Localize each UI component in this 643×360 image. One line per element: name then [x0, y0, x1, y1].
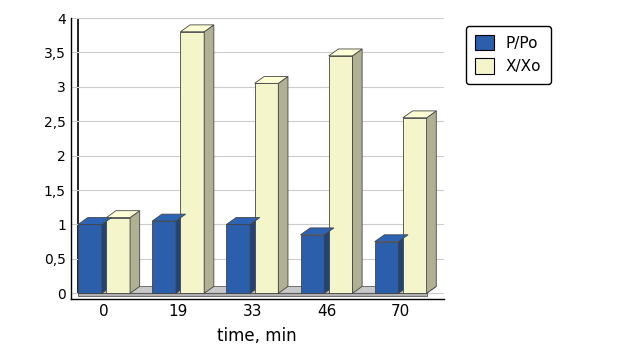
Polygon shape [226, 217, 260, 225]
Polygon shape [181, 32, 204, 293]
Polygon shape [78, 217, 111, 225]
Polygon shape [226, 225, 250, 293]
Polygon shape [329, 56, 352, 293]
Polygon shape [78, 225, 102, 293]
Polygon shape [102, 217, 111, 293]
Polygon shape [278, 77, 288, 293]
Polygon shape [106, 217, 130, 293]
Polygon shape [375, 235, 408, 242]
Polygon shape [250, 217, 260, 293]
X-axis label: time, min: time, min [217, 327, 297, 345]
Polygon shape [130, 211, 140, 293]
Polygon shape [352, 49, 362, 293]
Polygon shape [329, 49, 362, 56]
Polygon shape [204, 25, 214, 293]
Polygon shape [152, 214, 186, 221]
Polygon shape [78, 287, 436, 293]
Polygon shape [375, 242, 399, 293]
Polygon shape [403, 111, 436, 118]
Polygon shape [78, 293, 426, 296]
Polygon shape [426, 111, 436, 293]
Polygon shape [255, 77, 288, 84]
Polygon shape [300, 235, 324, 293]
Polygon shape [255, 84, 278, 293]
Polygon shape [106, 211, 140, 217]
Polygon shape [403, 118, 426, 293]
Polygon shape [300, 228, 334, 235]
Polygon shape [399, 235, 408, 293]
Polygon shape [152, 221, 176, 293]
Polygon shape [176, 214, 186, 293]
Polygon shape [324, 228, 334, 293]
Polygon shape [181, 25, 214, 32]
Legend: P/Po, X/Xo: P/Po, X/Xo [466, 26, 550, 84]
